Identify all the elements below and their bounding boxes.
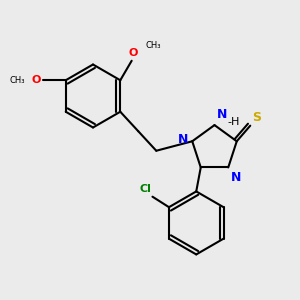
- Text: O: O: [128, 48, 138, 58]
- Text: S: S: [252, 111, 261, 124]
- Text: O: O: [32, 75, 41, 85]
- Text: -H: -H: [227, 117, 239, 127]
- Text: CH₃: CH₃: [145, 41, 161, 50]
- Text: N: N: [178, 133, 189, 146]
- Text: CH₃: CH₃: [9, 76, 25, 85]
- Text: N: N: [231, 171, 242, 184]
- Text: N: N: [217, 109, 227, 122]
- Text: Cl: Cl: [139, 184, 151, 194]
